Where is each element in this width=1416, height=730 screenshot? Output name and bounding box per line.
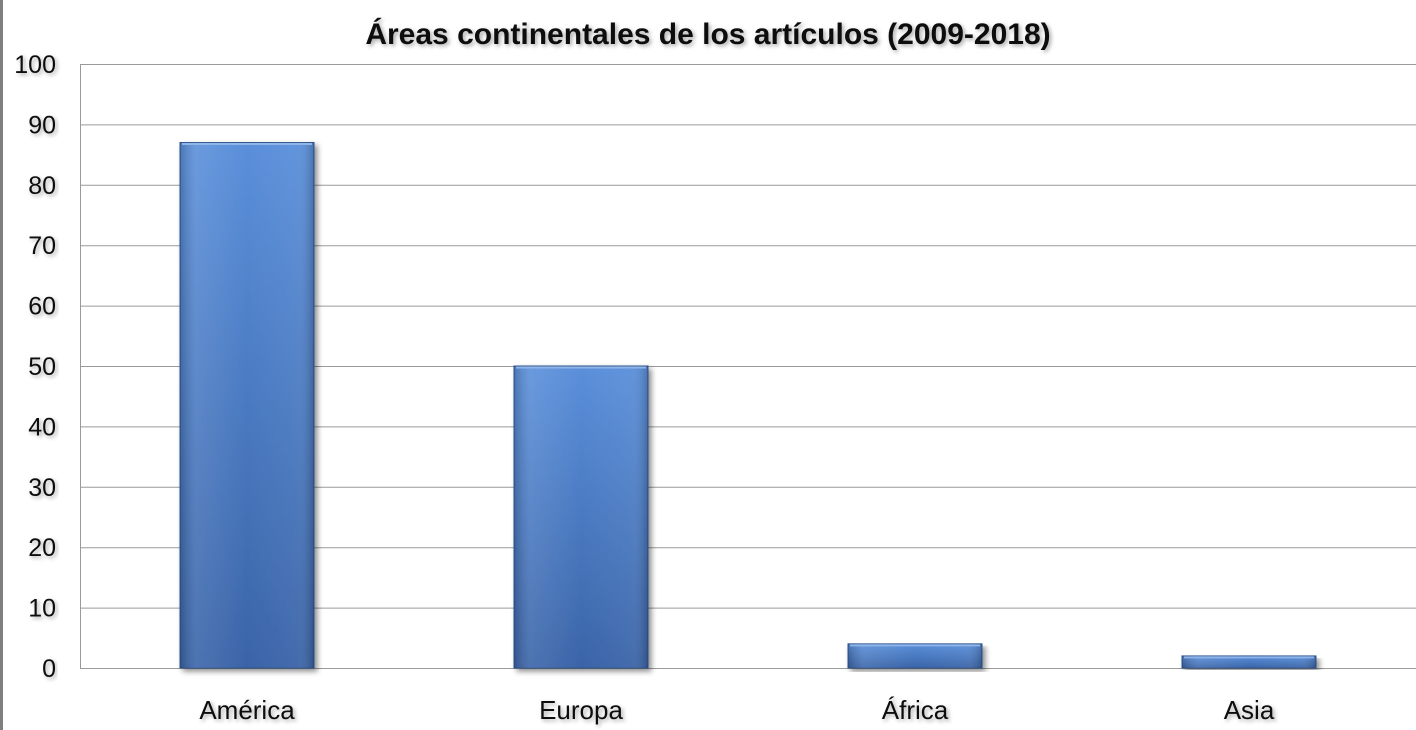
y-tick-label-40: 40 — [28, 413, 56, 441]
bar-shading-europa — [514, 366, 648, 668]
y-tick-label-20: 20 — [28, 534, 56, 562]
bar-shading-áfrica — [848, 643, 982, 668]
x-category-label-américa: América — [199, 695, 295, 725]
x-category-label-áfrica: África — [882, 695, 949, 725]
y-tick-label-30: 30 — [28, 474, 56, 502]
chart-title: Áreas continentales de los artículos (20… — [365, 17, 1050, 51]
y-tick-label-60: 60 — [28, 293, 56, 321]
y-tick-label-80: 80 — [28, 172, 56, 200]
x-category-label-europa: Europa — [539, 695, 623, 725]
bar-asia — [1181, 655, 1317, 669]
y-tick-label-10: 10 — [28, 595, 56, 623]
y-tick-label-0: 0 — [42, 655, 56, 683]
bar-shading-asia — [1182, 655, 1316, 668]
y-axis-tick-labels: 0 10 20 30 40 50 60 70 80 90 100 — [14, 51, 56, 683]
bar-europa — [513, 365, 649, 669]
bar-américa — [179, 142, 315, 669]
x-category-label-asia: Asia — [1224, 695, 1275, 725]
bars — [179, 142, 1317, 669]
y-tick-label-50: 50 — [28, 353, 56, 381]
y-tick-label-70: 70 — [28, 232, 56, 260]
y-tick-label-100: 100 — [14, 51, 56, 79]
bar-shading-américa — [180, 142, 314, 668]
x-axis-category-labels: América Europa África Asia — [199, 695, 1275, 725]
y-tick-label-90: 90 — [28, 111, 56, 139]
bar-áfrica — [847, 643, 983, 669]
